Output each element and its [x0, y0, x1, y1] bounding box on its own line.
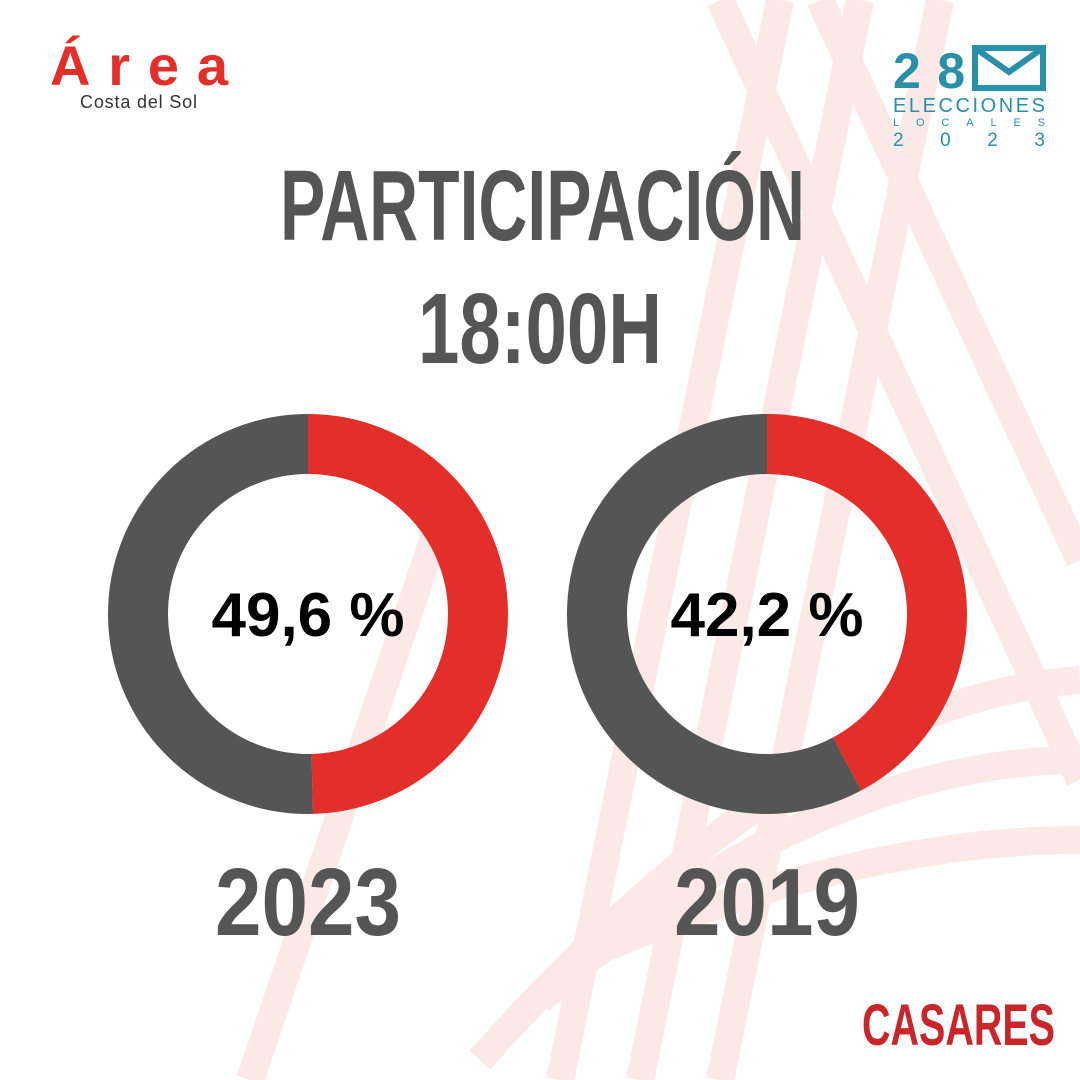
bg-stripe — [707, 0, 1080, 786]
envelope — [972, 45, 1046, 91]
donut-segment — [108, 414, 313, 814]
charts: 49,6 % 2023 42,2 % 2019 — [108, 414, 967, 956]
donut-segment — [307, 414, 508, 814]
donut-segment — [567, 414, 862, 814]
donut-segment — [766, 414, 967, 791]
envelope-flap — [973, 45, 1045, 76]
chart-title: 2019 — [674, 849, 860, 956]
envelope-icon — [972, 45, 1046, 91]
place-name: CASARES — [862, 993, 1055, 1058]
bg-stripe — [546, 0, 794, 1080]
value-label: 42,2 % — [670, 581, 863, 650]
brand-subtitle: Costa del Sol — [80, 92, 197, 112]
value-label: 49,6 % — [211, 581, 404, 650]
bg-stripe — [807, 0, 1080, 566]
chart-title: 2023 — [215, 849, 401, 956]
election-label: LOCALES — [893, 117, 1045, 129]
bg-stripe — [594, 826, 1080, 963]
election-label: ELECCIONES — [893, 95, 1045, 117]
headline-time: 18:00H — [418, 273, 662, 385]
headline: PARTICIPACIÓN — [280, 150, 805, 262]
brand-logo: Área — [50, 34, 229, 97]
